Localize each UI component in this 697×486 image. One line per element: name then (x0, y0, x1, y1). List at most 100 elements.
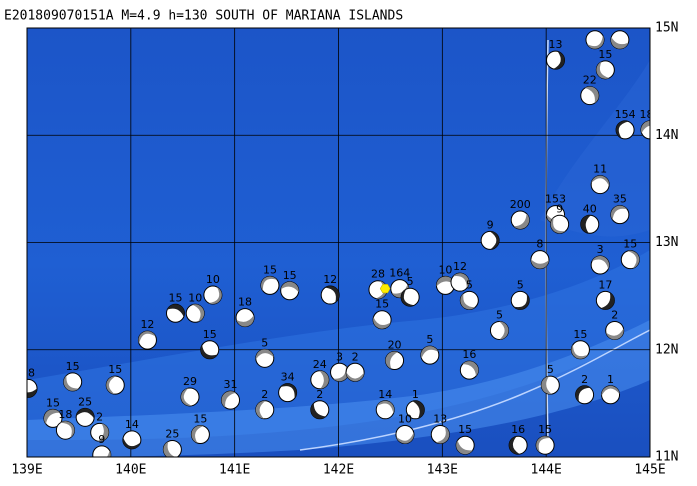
event-depth-label: 12 (323, 273, 337, 286)
event-depth-label: 9 (98, 433, 105, 446)
beachball-compression (221, 391, 236, 408)
event-depth-label: 17 (598, 278, 612, 291)
beachball-compression (596, 61, 610, 79)
beachball-compression (462, 361, 479, 377)
event-depth-label: 3 (597, 243, 604, 256)
beachball-compression (310, 403, 326, 419)
beachball (320, 285, 340, 305)
lon-tick-label: 144E (531, 463, 562, 478)
beachball (280, 281, 300, 301)
event-depth-label: 13 (433, 412, 447, 425)
beachball-compression (27, 388, 38, 398)
beachball (585, 30, 605, 50)
beachball-compression (138, 331, 156, 344)
beachball-face (92, 445, 112, 457)
event-depth-label: 9 (487, 218, 494, 231)
beachball (508, 435, 528, 455)
beachball-compression (580, 215, 591, 234)
lon-tick-label: 145E (634, 463, 665, 478)
event-depth-label: 15 (263, 263, 277, 276)
event-depth-label: 14 (125, 418, 139, 431)
beachball-compression (605, 328, 624, 340)
beachball-compression (627, 250, 640, 269)
beachball-compression (255, 349, 274, 360)
beachball (510, 210, 530, 230)
beachball-compression (592, 256, 610, 269)
beachball-compression (610, 37, 629, 49)
beachball (162, 439, 182, 457)
beachball (63, 372, 83, 392)
beachball-compression (571, 344, 588, 359)
beachball (435, 275, 455, 295)
beachball (580, 86, 600, 106)
event-depth-label: 5 (517, 278, 524, 291)
beachball-compression (167, 304, 185, 317)
map-title: E201809070151A M=4.9 h=130 SOUTH OF MARI… (4, 9, 403, 24)
event-depth-label: 28 (21, 366, 35, 379)
beachball-compression (401, 289, 415, 307)
beachball-compression (641, 120, 650, 134)
event-depth-label: 15 (168, 291, 182, 304)
beachball (450, 272, 470, 292)
trench-floor (27, 320, 650, 457)
event-depth-label: 5 (496, 308, 503, 321)
beachball (601, 385, 621, 405)
beachball (345, 362, 365, 382)
lat-tick-label: 15N (655, 21, 678, 36)
beachball (43, 408, 63, 428)
event-depth-label: 5 (547, 363, 554, 376)
event-depth-label: 1 (412, 388, 419, 401)
event-depth-label: 34 (281, 371, 295, 384)
ridge (540, 60, 650, 237)
event-depth-label: 15 (573, 328, 587, 341)
event-depth-label: 2 (352, 350, 359, 363)
event-depth-label: 2 (316, 388, 323, 401)
beachball-compression (260, 276, 278, 291)
beachball-compression (513, 294, 530, 310)
beachball-compression (280, 281, 299, 293)
event-depth-label: 25 (165, 427, 179, 440)
beachball (570, 340, 590, 360)
beachball (221, 390, 241, 410)
event-depth-label: 2 (96, 410, 103, 423)
beachball-compression (420, 346, 439, 359)
lon-tick-label: 139E (11, 463, 42, 478)
beachball (459, 290, 479, 310)
beachball (260, 275, 280, 295)
beachball-compression (575, 385, 591, 402)
beachball-face (590, 175, 610, 195)
beachball-compression (192, 304, 205, 322)
event-depth-label: 18 (58, 408, 72, 421)
event-depth-label: 16 (511, 423, 525, 436)
event-depth-label: 9 (556, 202, 563, 215)
beachball (405, 400, 425, 420)
event-depth-label: 13 (549, 38, 563, 51)
event-depth-label: 20 (388, 338, 402, 351)
beachball-compression (587, 35, 604, 49)
beachball-compression (436, 276, 455, 287)
event-depth-label: 11 (593, 163, 607, 176)
beachball-compression (122, 437, 141, 449)
beachball (615, 120, 635, 140)
event-depth-label: 200 (510, 198, 531, 211)
beachball (310, 400, 330, 420)
beachball-compression (600, 292, 615, 310)
beachball (530, 250, 550, 270)
beachball-compression (509, 436, 520, 455)
beachball (90, 422, 110, 442)
beachball (400, 287, 420, 307)
event-depth-label: 12 (140, 318, 154, 331)
trench-line (299, 329, 650, 451)
event-depth-label: 12 (453, 260, 467, 273)
beachball (640, 120, 650, 140)
beachball (395, 424, 415, 444)
event-depth-label: 188 (640, 108, 661, 121)
event-depth-label: 1 (607, 373, 614, 386)
event-depth-label: 15 (66, 360, 80, 373)
beachball-compression (616, 120, 629, 139)
event-depth-label: 28 (371, 268, 385, 281)
lon-tick-label: 142E (323, 463, 354, 478)
beachball (620, 250, 640, 270)
